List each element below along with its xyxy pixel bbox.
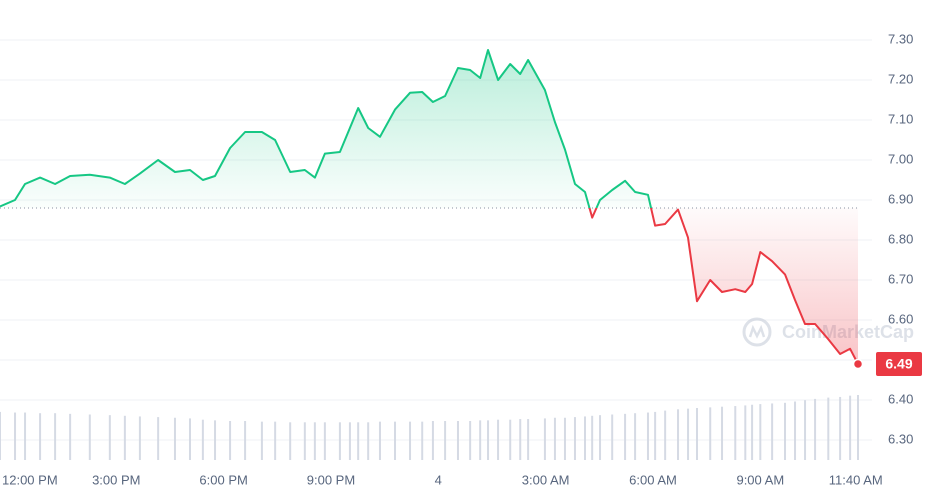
- volume-bar: [519, 419, 522, 460]
- volume-bar: [421, 421, 424, 460]
- volume-bar: [431, 421, 434, 460]
- volume-bar: [664, 410, 667, 460]
- volume-bar: [543, 418, 546, 460]
- volume-bar: [591, 415, 594, 460]
- watermark-logo: [742, 317, 772, 347]
- price-area: [0, 50, 858, 364]
- volume-bar: [14, 412, 17, 460]
- watermark-logo-mark: [748, 324, 766, 339]
- x-tick-label: 3:00 PM: [92, 472, 140, 487]
- y-tick-label: 7.00: [888, 151, 913, 166]
- volume-bar: [394, 421, 397, 460]
- x-tick-label: 6:00 AM: [629, 472, 677, 487]
- x-tick-label: 12:00 PM: [2, 472, 58, 487]
- volume-bar: [849, 395, 852, 460]
- volume-bar: [709, 407, 712, 460]
- volume-bar: [654, 411, 657, 460]
- y-tick-label: 6.80: [888, 231, 913, 246]
- x-tick-label: 6:00 PM: [199, 472, 247, 487]
- volume-bar: [814, 398, 817, 460]
- volume-bar: [289, 422, 292, 460]
- volume-bar: [573, 417, 576, 460]
- volume-bar: [734, 406, 737, 460]
- x-tick-label: 9:00 AM: [736, 472, 784, 487]
- volume-bar: [24, 412, 27, 460]
- x-tick-label: 4: [435, 472, 442, 487]
- volume-bar: [584, 416, 586, 460]
- volume-bar: [0, 411, 1, 460]
- y-tick-label: 6.60: [888, 311, 913, 326]
- price-tag-label: 6.49: [885, 356, 912, 372]
- y-tick-label: 6.90: [888, 191, 913, 206]
- volume-bar: [611, 414, 614, 460]
- volume-bar: [487, 420, 490, 460]
- volume-bar: [69, 413, 72, 460]
- volume-bar: [260, 421, 263, 460]
- y-tick-label: 6.40: [888, 391, 913, 406]
- volume-bar: [39, 413, 42, 460]
- volume-bar: [157, 417, 160, 460]
- volume-bar: [274, 421, 277, 460]
- volume-bar: [721, 406, 724, 460]
- volume-bar: [138, 416, 141, 460]
- volume-bar: [479, 420, 482, 460]
- y-tick-label: 7.30: [888, 31, 913, 46]
- volume-bar: [751, 404, 754, 460]
- volume-bar: [553, 417, 556, 460]
- volume-bar: [527, 419, 530, 460]
- volume-bar: [771, 403, 774, 460]
- x-tick-label: 9:00 PM: [307, 472, 355, 487]
- x-tick-label: 11:40 AM: [829, 472, 883, 487]
- x-tick-label: 3:00 AM: [522, 472, 570, 487]
- volume-bar: [509, 419, 512, 460]
- price-line: [0, 49, 859, 365]
- volume-bar: [313, 422, 316, 460]
- volume-bar: [857, 395, 859, 460]
- y-tick-label: 7.10: [888, 111, 913, 126]
- volume-bar: [367, 422, 370, 460]
- volume-bar: [563, 417, 566, 460]
- y-tick-label: 6.70: [888, 271, 913, 286]
- volume-bar: [827, 397, 830, 460]
- volume-bar: [695, 408, 698, 460]
- volume-bar: [839, 396, 842, 460]
- volume-bar: [378, 421, 381, 460]
- volume-bar: [469, 421, 472, 460]
- volume-bar: [784, 402, 787, 460]
- volume-bar: [323, 422, 326, 460]
- volume-bar: [244, 421, 247, 460]
- volume-bar: [173, 417, 176, 460]
- y-tick-label: 7.20: [888, 71, 913, 86]
- volume-bar: [123, 415, 126, 460]
- volume-bar: [348, 422, 351, 460]
- volume-bar: [88, 414, 91, 460]
- volume-bar: [599, 415, 602, 460]
- volume-bar: [108, 415, 111, 460]
- volume-bar: [201, 419, 204, 460]
- volume-bar: [444, 421, 447, 460]
- volume-bar: [759, 404, 762, 460]
- volume-bar: [634, 413, 637, 460]
- volume-bar: [229, 421, 232, 460]
- volume-bar: [624, 413, 627, 460]
- y-tick-label: 6.30: [888, 431, 913, 446]
- last-point: [852, 358, 864, 370]
- volume-bar: [794, 401, 797, 460]
- volume-bar: [54, 413, 57, 460]
- volume-bar: [497, 419, 500, 460]
- volume-bar: [744, 405, 747, 460]
- volume-bar: [214, 420, 217, 460]
- volume-bar: [338, 422, 341, 460]
- volume-bar: [677, 409, 680, 460]
- volume-bar: [409, 421, 412, 460]
- volume-bar: [303, 422, 306, 460]
- volume-bar: [357, 422, 360, 460]
- volume-bar: [188, 418, 191, 460]
- volume-bar: [804, 400, 807, 460]
- price-tag: [876, 352, 922, 376]
- volume-bar: [646, 412, 649, 460]
- volume-bar: [456, 421, 459, 460]
- volume-bar: [687, 408, 690, 460]
